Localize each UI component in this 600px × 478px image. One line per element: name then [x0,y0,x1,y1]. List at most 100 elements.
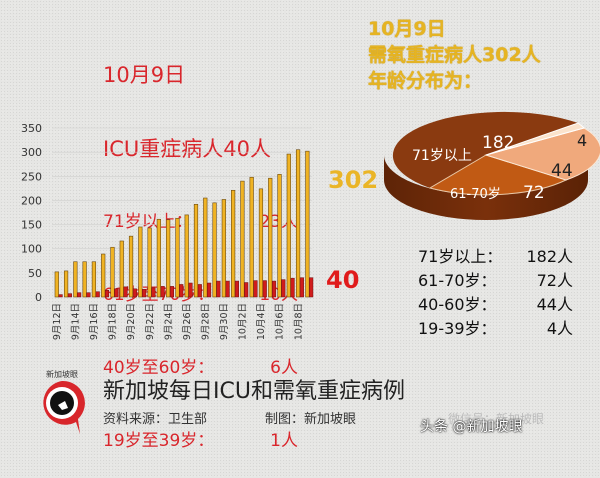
oxygen-bar [175,217,180,298]
icu-bar [197,284,202,298]
logo-text: 新加坡眼 [46,369,78,379]
oxygen-subhead: 年龄分布为： [368,70,483,92]
icu-bar [160,286,165,298]
chart-title: 新加坡每日ICU和需氧重症病例 [103,379,405,404]
icu-bar [234,280,239,298]
y-tick-label: 150 [21,219,42,232]
oxygen-bar [203,197,208,298]
oxygen-bar [166,219,171,298]
icu-bar [253,280,258,298]
x-tick-label: 9月20日 [126,303,137,340]
oxygen-latest-callout: 302 [328,166,379,194]
icu-bar [123,286,128,298]
y-tick-label: 0 [35,291,42,304]
oxygen-bar [119,240,124,298]
y-tick-label: 50 [28,267,42,280]
pie-value-40-60: 44 [551,161,573,181]
oxygen-bar [231,189,236,298]
legend-row: 71岁以上： 182人 [418,247,573,266]
oxygen-date: 10月9日 [368,18,446,40]
icu-bar [271,280,277,298]
x-tick-label: 9月26日 [182,303,193,340]
oxygen-bar [212,202,217,298]
oxygen-bar [258,188,264,298]
x-tick-label: 10月8日 [293,303,304,340]
icu-bar [151,287,156,298]
icu-bar [142,289,147,298]
oxygen-bar [286,153,291,298]
x-tick-label: 9月30日 [219,303,230,340]
icu-bar [58,294,63,298]
oxygen-bar [73,261,78,298]
icu-row: 40岁至60岁： 6人 [103,358,298,378]
pie-value-19-39: 4 [577,131,587,150]
icu-bar [104,289,110,298]
icu-bar [299,277,304,298]
x-tick-label: 9月28日 [200,303,211,340]
icu-latest-callout: 40 [326,266,360,294]
oxygen-bar [240,180,245,298]
x-tick-label: 10月2日 [238,303,249,340]
oxygen-summary: 10月9日 需氧重症病人302人 年龄分布为： [368,16,541,94]
icu-bar [225,280,230,298]
y-tick-label: 200 [21,194,42,207]
icu-bar [114,288,119,298]
oxygen-bar [63,270,69,298]
icu-bar [169,286,175,298]
y-tick-label: 250 [21,170,42,183]
icu-bar [262,280,267,298]
oxygen-bar [193,203,199,298]
y-tick-label: 300 [21,146,42,159]
legend-row: 40-60岁： 44人 [418,295,573,314]
toutiao-watermark: 头条 @新加坡眼 [420,419,523,435]
icu-bar [188,282,193,298]
pie-slice-61-70 [428,154,568,196]
icu-bar [244,282,249,298]
legend-row: 19-39岁： 4人 [418,319,573,338]
pie-side [384,155,588,220]
oxygen-bar [249,176,254,298]
oxygen-bar [101,253,106,298]
icu-headline: ICU重症病人40人 [103,137,271,161]
oxygen-bar [138,226,143,298]
oxygen-bar [110,246,115,298]
icu-bar [207,282,212,298]
oxygen-bar [91,261,97,298]
x-tick-label: 9月14日 [71,303,82,340]
logo-icon: 新加坡眼 [43,369,85,434]
icu-row: 19岁至39岁： 1人 [103,431,298,451]
oxygen-bar [128,235,134,298]
chart-maker: 制图：新加坡眼 [265,412,357,427]
oxygen-bar [156,218,161,298]
x-tick-label: 10月4日 [256,303,267,340]
icu-bar [179,284,184,298]
age-distribution-list: 71岁以上： 182人 61-70岁： 72人 40-60岁： 44人 19-39岁：… [418,245,573,341]
legend-row: 61-70岁： 72人 [418,271,573,290]
wechat-watermark: 微信号：新加坡眼 [448,412,545,426]
x-tick-label: 9月16日 [89,303,100,340]
oxygen-bar [82,261,87,298]
x-tick-label: 9月22日 [145,303,156,340]
oxygen-bar [184,214,189,298]
oxygen-bar [295,149,301,298]
icu-bar [67,293,72,298]
pie-label-61-70: 61-70岁 [450,187,501,202]
icu-bar [95,291,100,298]
pie-label-71plus: 71岁以上 [412,148,472,164]
x-tick-label: 9月18日 [108,303,119,340]
x-tick-label: 9月24日 [163,303,174,340]
x-tick-label: 10月6日 [275,303,286,340]
oxygen-bar [277,174,282,298]
icu-bar [290,277,295,298]
icu-bar [309,277,314,298]
y-tick-label: 350 [21,122,42,135]
oxygen-bar [268,177,273,298]
oxygen-bar [221,199,226,298]
icu-bar [281,279,286,298]
oxygen-bar [305,150,310,298]
x-tick-label: 9月12日 [52,303,63,340]
icu-bar [216,280,221,298]
pie-value-61-70: 72 [523,183,545,203]
pie-slice-19-39 [485,122,585,156]
icu-bar [132,288,137,298]
